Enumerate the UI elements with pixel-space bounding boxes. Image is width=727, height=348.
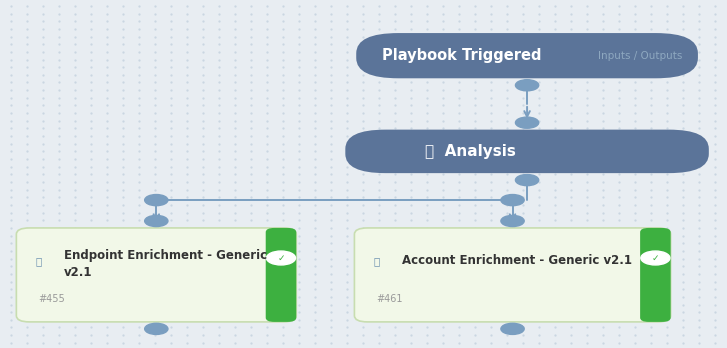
Circle shape xyxy=(515,117,539,128)
Circle shape xyxy=(515,175,539,186)
Circle shape xyxy=(640,251,670,265)
Text: #461: #461 xyxy=(377,294,403,304)
Text: ✓: ✓ xyxy=(651,253,659,262)
Circle shape xyxy=(515,80,539,91)
Text: #455: #455 xyxy=(38,294,65,304)
Circle shape xyxy=(145,215,168,227)
Text: ✓: ✓ xyxy=(277,253,285,262)
Text: Inputs / Outputs: Inputs / Outputs xyxy=(598,51,682,61)
Text: 📖: 📖 xyxy=(35,256,41,266)
Text: Playbook Triggered: Playbook Triggered xyxy=(382,48,542,63)
Circle shape xyxy=(501,323,524,334)
Circle shape xyxy=(501,195,524,206)
FancyBboxPatch shape xyxy=(640,228,670,322)
Text: v2.1: v2.1 xyxy=(64,266,92,279)
FancyBboxPatch shape xyxy=(356,33,698,78)
Circle shape xyxy=(145,195,168,206)
FancyBboxPatch shape xyxy=(354,228,670,322)
Text: Endpoint Enrichment - Generic: Endpoint Enrichment - Generic xyxy=(64,249,267,262)
FancyBboxPatch shape xyxy=(266,228,297,322)
FancyBboxPatch shape xyxy=(16,228,297,322)
Circle shape xyxy=(501,215,524,227)
FancyBboxPatch shape xyxy=(345,130,709,173)
Circle shape xyxy=(145,323,168,334)
Text: ⌛  Analysis: ⌛ Analysis xyxy=(425,144,516,159)
Text: Account Enrichment - Generic v2.1: Account Enrichment - Generic v2.1 xyxy=(401,254,632,268)
Text: 📖: 📖 xyxy=(373,256,379,266)
Circle shape xyxy=(266,251,295,265)
